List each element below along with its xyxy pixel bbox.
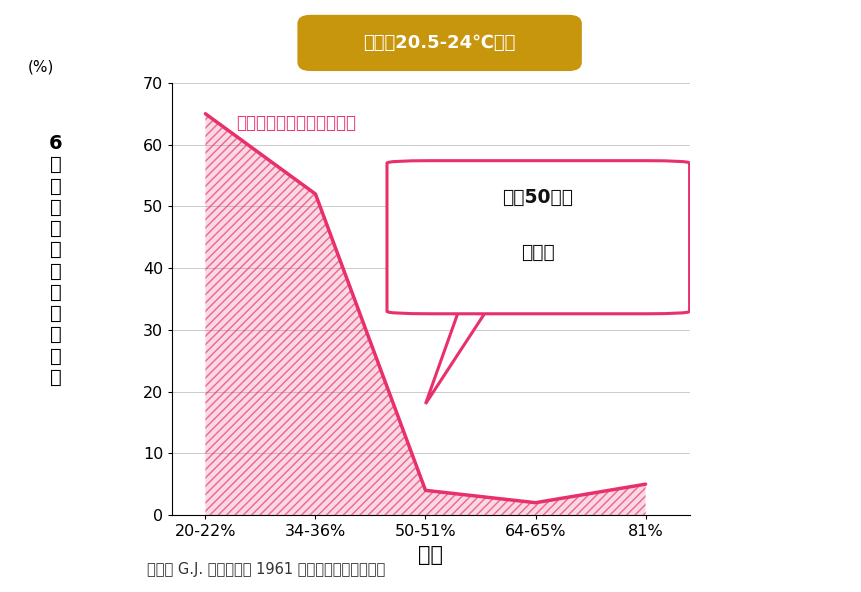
X-axis label: 湿度: 湿度 (418, 545, 443, 565)
Polygon shape (430, 166, 640, 308)
Polygon shape (425, 311, 486, 404)
FancyBboxPatch shape (387, 160, 689, 314)
Text: (%): (%) (28, 59, 54, 74)
Polygon shape (205, 114, 645, 515)
Text: 温度ぇ20.5-24℃の時: 温度ぇ20.5-24℃の時 (363, 34, 515, 52)
Text: 6
時
間
後
の
ウ
イ
ル
ス
生
存
率: 6 時 間 後 の ウ イ ル ス 生 存 率 (49, 134, 63, 387)
Text: 大幅減: 大幅減 (520, 243, 554, 262)
Text: ウイルス感染しやすい環境: ウイルス感染しやすい環境 (236, 114, 356, 132)
Text: 湿度50％で: 湿度50％で (502, 188, 573, 207)
Text: 研究者 G.J. ハーパー氏 1961 年のデータを基に作成: 研究者 G.J. ハーパー氏 1961 年のデータを基に作成 (146, 562, 384, 577)
